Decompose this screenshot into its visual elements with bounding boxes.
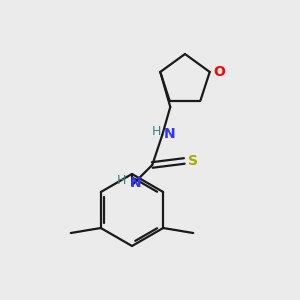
- Text: H: H: [117, 175, 126, 188]
- Text: N: N: [163, 127, 175, 141]
- Text: S: S: [188, 154, 198, 168]
- Text: N: N: [129, 176, 141, 190]
- Text: O: O: [214, 65, 226, 79]
- Text: H: H: [152, 125, 161, 139]
